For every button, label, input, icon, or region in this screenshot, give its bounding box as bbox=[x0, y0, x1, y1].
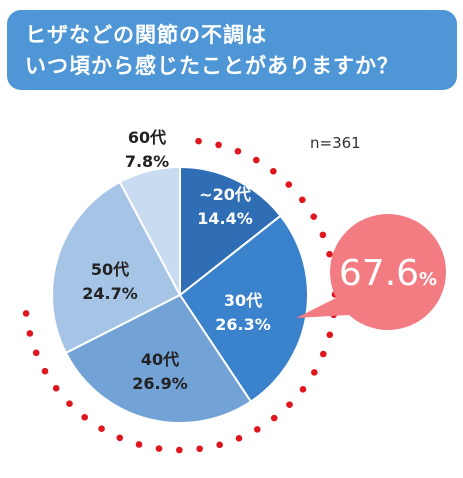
callout-circle bbox=[330, 214, 446, 330]
title-banner: ヒザなどの関節の不調は いつ頃から感じたことがありますか？ bbox=[7, 10, 457, 90]
callout-unit: % bbox=[419, 269, 437, 290]
slice-category-label: 30代 bbox=[224, 291, 262, 310]
pie-slice bbox=[51, 180, 182, 355]
ring-dot bbox=[41, 367, 49, 375]
ring-dot bbox=[215, 141, 222, 149]
slice-value-label: 26.9% bbox=[132, 374, 188, 393]
slice-value-label: 14.4% bbox=[197, 209, 253, 228]
slice-category-label: 60代 bbox=[128, 128, 166, 147]
ring-dot bbox=[176, 446, 183, 454]
ring-dot bbox=[234, 147, 242, 155]
ring-dot bbox=[135, 441, 143, 448]
slice-category-label: ~20代 bbox=[199, 185, 251, 204]
ring-dot bbox=[52, 384, 60, 392]
highlight-callout: 67.6% bbox=[296, 214, 446, 330]
title-line-2: いつ頃から感じたことがありますか？ bbox=[25, 54, 399, 78]
ring-dot bbox=[98, 425, 105, 432]
pie-slice bbox=[64, 293, 253, 424]
ring-dot bbox=[22, 310, 30, 317]
ring-dot bbox=[286, 401, 293, 408]
ring-dot bbox=[235, 435, 243, 442]
title-line-1: ヒザなどの関節の不調は bbox=[25, 23, 267, 47]
pie-slice bbox=[118, 165, 181, 296]
ring-dot bbox=[32, 349, 40, 357]
slice-category-label: 50代 bbox=[91, 260, 129, 279]
ring-dot bbox=[270, 167, 277, 175]
ring-dot bbox=[319, 231, 327, 239]
ring-dot bbox=[299, 386, 307, 393]
ring-dot bbox=[326, 250, 333, 258]
ring-dot bbox=[253, 156, 260, 164]
ring-dot bbox=[195, 137, 202, 145]
pie-slices bbox=[51, 165, 309, 424]
ring-dot bbox=[270, 414, 278, 422]
ring-dot bbox=[26, 330, 34, 337]
pie-labels: ~20代 14.4% 30代 26.3% 40代 26.9% 50代 24.7% 60代 7.8% bbox=[82, 128, 271, 393]
pie-slice bbox=[179, 165, 282, 298]
ring-dot bbox=[311, 369, 318, 376]
ring-dot bbox=[116, 434, 124, 442]
ring-dot bbox=[81, 413, 88, 421]
callout-value: 67.6% bbox=[339, 253, 437, 294]
ring-dot bbox=[253, 426, 261, 433]
ring-dot bbox=[196, 445, 203, 453]
callout-number: 67.6 bbox=[339, 253, 419, 294]
slice-value-label: 24.7% bbox=[82, 284, 138, 303]
ring-dot bbox=[216, 441, 223, 449]
slice-category-label: 40代 bbox=[141, 350, 179, 369]
ring-dot bbox=[285, 181, 293, 188]
ring-dot bbox=[155, 445, 163, 452]
ring-dot bbox=[326, 331, 334, 339]
slice-value-label: 26.3% bbox=[215, 315, 271, 334]
ring-dot bbox=[319, 350, 327, 358]
ring-dot bbox=[310, 213, 318, 220]
ring-dot bbox=[66, 400, 73, 407]
sample-size: n=361 bbox=[310, 134, 361, 152]
highlight-dotted-ring bbox=[22, 137, 339, 454]
slice-value-label: 7.8% bbox=[125, 152, 169, 171]
ring-dot bbox=[299, 196, 306, 204]
